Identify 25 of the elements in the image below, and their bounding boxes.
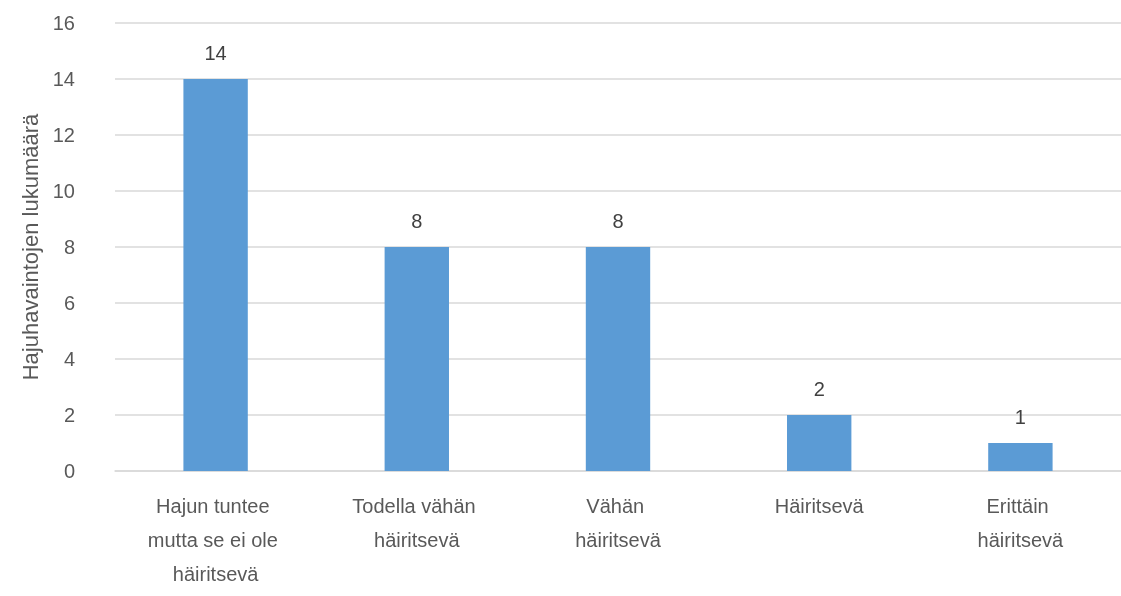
y-tick-label: 8 xyxy=(63,236,75,258)
y-tick-label: 4 xyxy=(63,348,75,370)
y-tick-label: 2 xyxy=(63,404,75,426)
y-tick-label: 10 xyxy=(52,180,75,202)
bar xyxy=(183,79,248,471)
y-tick-label: 6 xyxy=(63,292,75,314)
y-tick-label: 14 xyxy=(52,68,75,90)
y-tick-label: 12 xyxy=(52,124,75,146)
x-tick-label: Hajun tuntee mutta se ei ole häiritsevä xyxy=(147,495,284,585)
bar xyxy=(585,247,651,471)
x-tick-label: Erittäin häiritsevä xyxy=(977,495,1065,551)
data-label: 14 xyxy=(204,42,227,64)
y-axis-title: Hajuhavaintojen lukumäärä xyxy=(18,112,44,381)
data-label: 1 xyxy=(1014,406,1026,428)
x-tick-label: Häiritsevä xyxy=(774,495,865,517)
bar xyxy=(384,247,449,471)
x-tick-label: Vähän häiritsevä xyxy=(575,495,662,551)
data-label: 8 xyxy=(612,210,624,232)
data-label: 8 xyxy=(411,210,423,232)
y-tick-label: 16 xyxy=(52,12,75,34)
x-tick-label: Todella vähän häiritsevä xyxy=(352,495,482,551)
data-label: 2 xyxy=(813,378,825,400)
y-tick-label: 0 xyxy=(63,460,75,482)
bar xyxy=(787,415,852,471)
bar xyxy=(988,443,1053,471)
